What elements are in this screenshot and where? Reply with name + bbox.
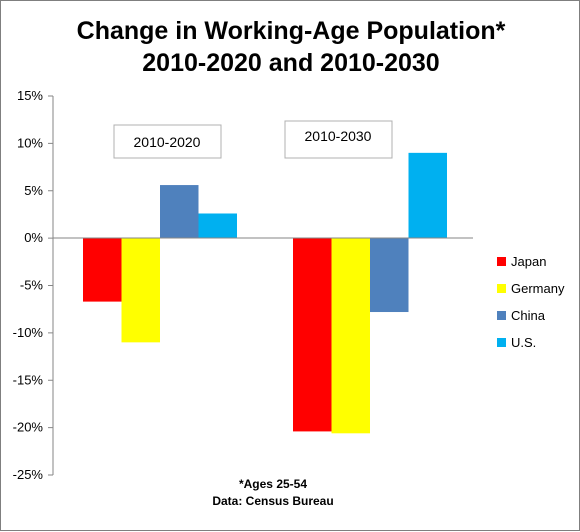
legend-label-japan: Japan [511, 254, 546, 269]
bars-group [83, 152, 447, 434]
group-label-2010-2020: 2010-2020 [134, 134, 201, 150]
y-tick-label: 0% [24, 230, 43, 245]
bar-china-2010-2020 [160, 185, 199, 239]
y-tick-label: -20% [13, 420, 44, 435]
chart-title-line-1: Change in Working-Age Population* [77, 17, 506, 45]
legend-swatch-us [497, 338, 506, 347]
legend: Japan Germany China U.S. [497, 254, 565, 350]
bar-germany-2010-2020 [121, 238, 160, 343]
chart-title-line-2: 2010-2020 and 2010-2030 [142, 49, 439, 77]
legend-label-germany: Germany [511, 281, 565, 296]
footnote-ages: *Ages 25-54 [239, 477, 307, 491]
bar-us-2010-2020 [198, 213, 237, 239]
group-label-2010-2030: 2010-2030 [305, 128, 372, 144]
y-tick-label: 5% [24, 183, 43, 198]
legend-label-china: China [511, 308, 546, 323]
bar-japan-2010-2020 [83, 238, 122, 302]
y-tick-label: 15% [17, 88, 43, 103]
bar-japan-2010-2030 [293, 238, 332, 432]
bar-china-2010-2030 [370, 238, 409, 313]
y-tick-label: 10% [17, 135, 43, 150]
bar-us-2010-2030 [408, 152, 447, 239]
y-axis-ticks: 15% 10% 5% 0% -5% -10% -15% -20% -25% [13, 88, 53, 482]
bar-germany-2010-2030 [331, 238, 370, 434]
footnote-source: Data: Census Bureau [212, 494, 333, 508]
y-tick-label: -5% [20, 278, 44, 293]
group-label-2010-2020-box: 2010-2020 [113, 124, 222, 159]
y-tick-label: -10% [13, 325, 44, 340]
y-tick-label: -25% [13, 467, 44, 482]
legend-swatch-germany [497, 284, 506, 293]
legend-label-us: U.S. [511, 335, 536, 350]
legend-swatch-china [497, 311, 506, 320]
legend-swatch-japan [497, 257, 506, 266]
group-label-2010-2030-box: 2010-2030 [284, 120, 393, 159]
y-tick-label: -15% [13, 372, 44, 387]
